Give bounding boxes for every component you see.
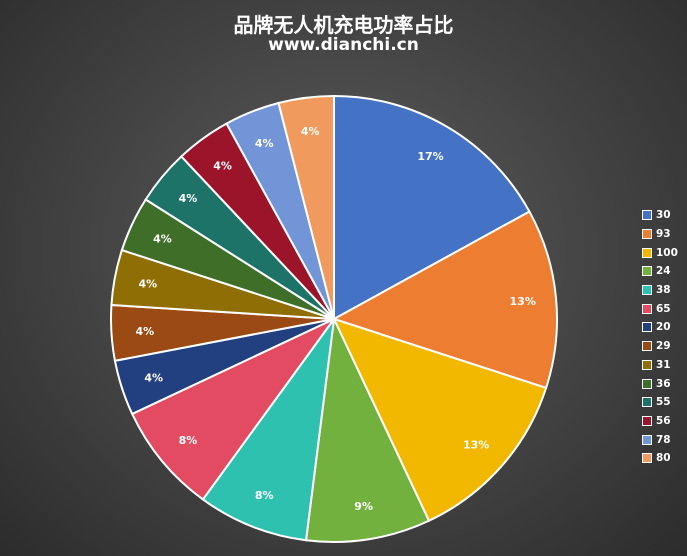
slice-label-38: 8% xyxy=(255,489,274,502)
pie-slice-30 xyxy=(333,94,531,321)
slice-label-24: 9% xyxy=(354,500,373,513)
slice-label-80: 4% xyxy=(301,125,320,138)
pie-slice-24 xyxy=(304,315,431,543)
legend-label-29: 29 xyxy=(656,340,671,353)
legend-swatch-29 xyxy=(642,341,652,352)
legend-swatch-55 xyxy=(642,397,652,408)
legend-label-65: 65 xyxy=(656,302,671,315)
legend-item-100: 100 xyxy=(642,243,687,262)
chart-subtitle: www.dianchi.cn xyxy=(268,35,419,55)
slice-label-93: 13% xyxy=(510,295,536,308)
legend-swatch-78 xyxy=(642,434,652,445)
legend-swatch-36 xyxy=(642,378,652,389)
chart-title: 品牌无人机充电功率占比 xyxy=(233,13,454,37)
legend-label-78: 78 xyxy=(656,433,671,446)
slice-label-30: 17% xyxy=(417,150,443,163)
legend-item-20: 20 xyxy=(642,318,687,337)
legend-swatch-80 xyxy=(642,453,652,464)
slice-label-36: 4% xyxy=(153,232,172,245)
legend-item-55: 55 xyxy=(642,393,687,412)
legend-swatch-100 xyxy=(642,247,652,258)
legend-swatch-56 xyxy=(642,415,652,426)
slice-label-78: 4% xyxy=(255,137,274,150)
legend-item-24: 24 xyxy=(642,262,687,281)
legend-item-30: 30 xyxy=(642,206,687,225)
slice-label-56: 4% xyxy=(213,160,232,173)
slice-label-31: 4% xyxy=(138,277,157,290)
legend-item-38: 38 xyxy=(642,281,687,300)
legend-swatch-38 xyxy=(642,285,652,296)
pie-slice-38 xyxy=(201,318,335,542)
slice-label-20: 4% xyxy=(144,372,163,385)
legend-label-20: 20 xyxy=(656,321,671,334)
pie-slice-80 xyxy=(277,94,335,320)
legend-item-36: 36 xyxy=(642,374,687,393)
legend-item-31: 31 xyxy=(642,356,687,375)
slice-label-55: 4% xyxy=(179,192,198,205)
slice-label-29: 4% xyxy=(135,325,154,338)
pie-slice-93 xyxy=(331,210,558,390)
legend-item-29: 29 xyxy=(642,337,687,356)
legend-label-38: 38 xyxy=(656,284,671,297)
slice-label-65: 8% xyxy=(179,434,198,447)
legend: 30 93 100 24 38 65 20 29 31 36 55 56 78 80 xyxy=(642,206,687,468)
legend-item-56: 56 xyxy=(642,412,687,431)
legend-swatch-93 xyxy=(642,229,652,240)
legend-item-65: 65 xyxy=(642,299,687,318)
legend-label-24: 24 xyxy=(656,265,671,278)
pie-slice-100 xyxy=(332,317,548,523)
slice-label-100: 13% xyxy=(463,438,489,451)
pie-slice-65 xyxy=(130,318,335,501)
legend-item-93: 93 xyxy=(642,225,687,244)
legend-swatch-24 xyxy=(642,266,652,277)
legend-swatch-30 xyxy=(642,210,652,221)
legend-label-30: 30 xyxy=(656,209,671,222)
legend-swatch-20 xyxy=(642,322,652,333)
legend-label-100: 100 xyxy=(656,246,678,259)
legend-swatch-65 xyxy=(642,303,652,314)
legend-label-31: 31 xyxy=(656,358,671,371)
legend-label-56: 56 xyxy=(656,414,671,427)
legend-label-80: 80 xyxy=(656,452,671,465)
legend-label-36: 36 xyxy=(656,377,671,390)
legend-label-93: 93 xyxy=(656,228,671,241)
legend-item-80: 80 xyxy=(642,449,687,468)
legend-label-55: 55 xyxy=(656,396,671,409)
legend-item-78: 78 xyxy=(642,430,687,449)
legend-swatch-31 xyxy=(642,359,652,370)
